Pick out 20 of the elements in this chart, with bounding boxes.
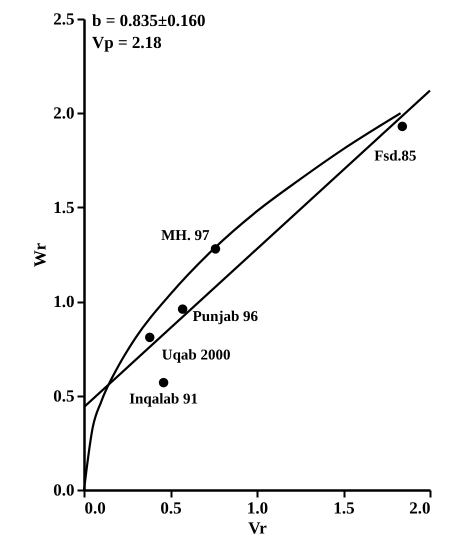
x-tick-label: 1.0: [246, 498, 268, 518]
annotation: b = 0.835±0.160: [92, 11, 206, 30]
y-axis-title: Wr: [30, 242, 50, 268]
y-tick-label: 0.5: [53, 386, 74, 406]
y-tick-label: 1.5: [53, 198, 74, 217]
y-tick-label: 1.0: [53, 292, 74, 312]
annotation: Uqab 2000: [162, 347, 231, 364]
x-tick-label: 0.0: [84, 498, 106, 518]
x-tick-label: 0.5: [160, 498, 182, 518]
annotation: Punjab 96: [192, 309, 259, 326]
annotation: Inqalab 91: [129, 392, 198, 408]
x-tick-label: 1.5: [333, 498, 355, 518]
y-tick-label: 2.0: [53, 104, 74, 123]
x-axis-title: Vr: [248, 518, 268, 538]
y-tick-label: 0.0: [53, 480, 74, 500]
annotation: Fsd.85: [374, 148, 416, 164]
annotation: MH. 97: [161, 228, 210, 244]
y-tick-label: 2.5: [53, 10, 74, 28]
annotation: Vp = 2.18: [92, 33, 162, 52]
x-tick-label: 2.0: [409, 498, 430, 518]
